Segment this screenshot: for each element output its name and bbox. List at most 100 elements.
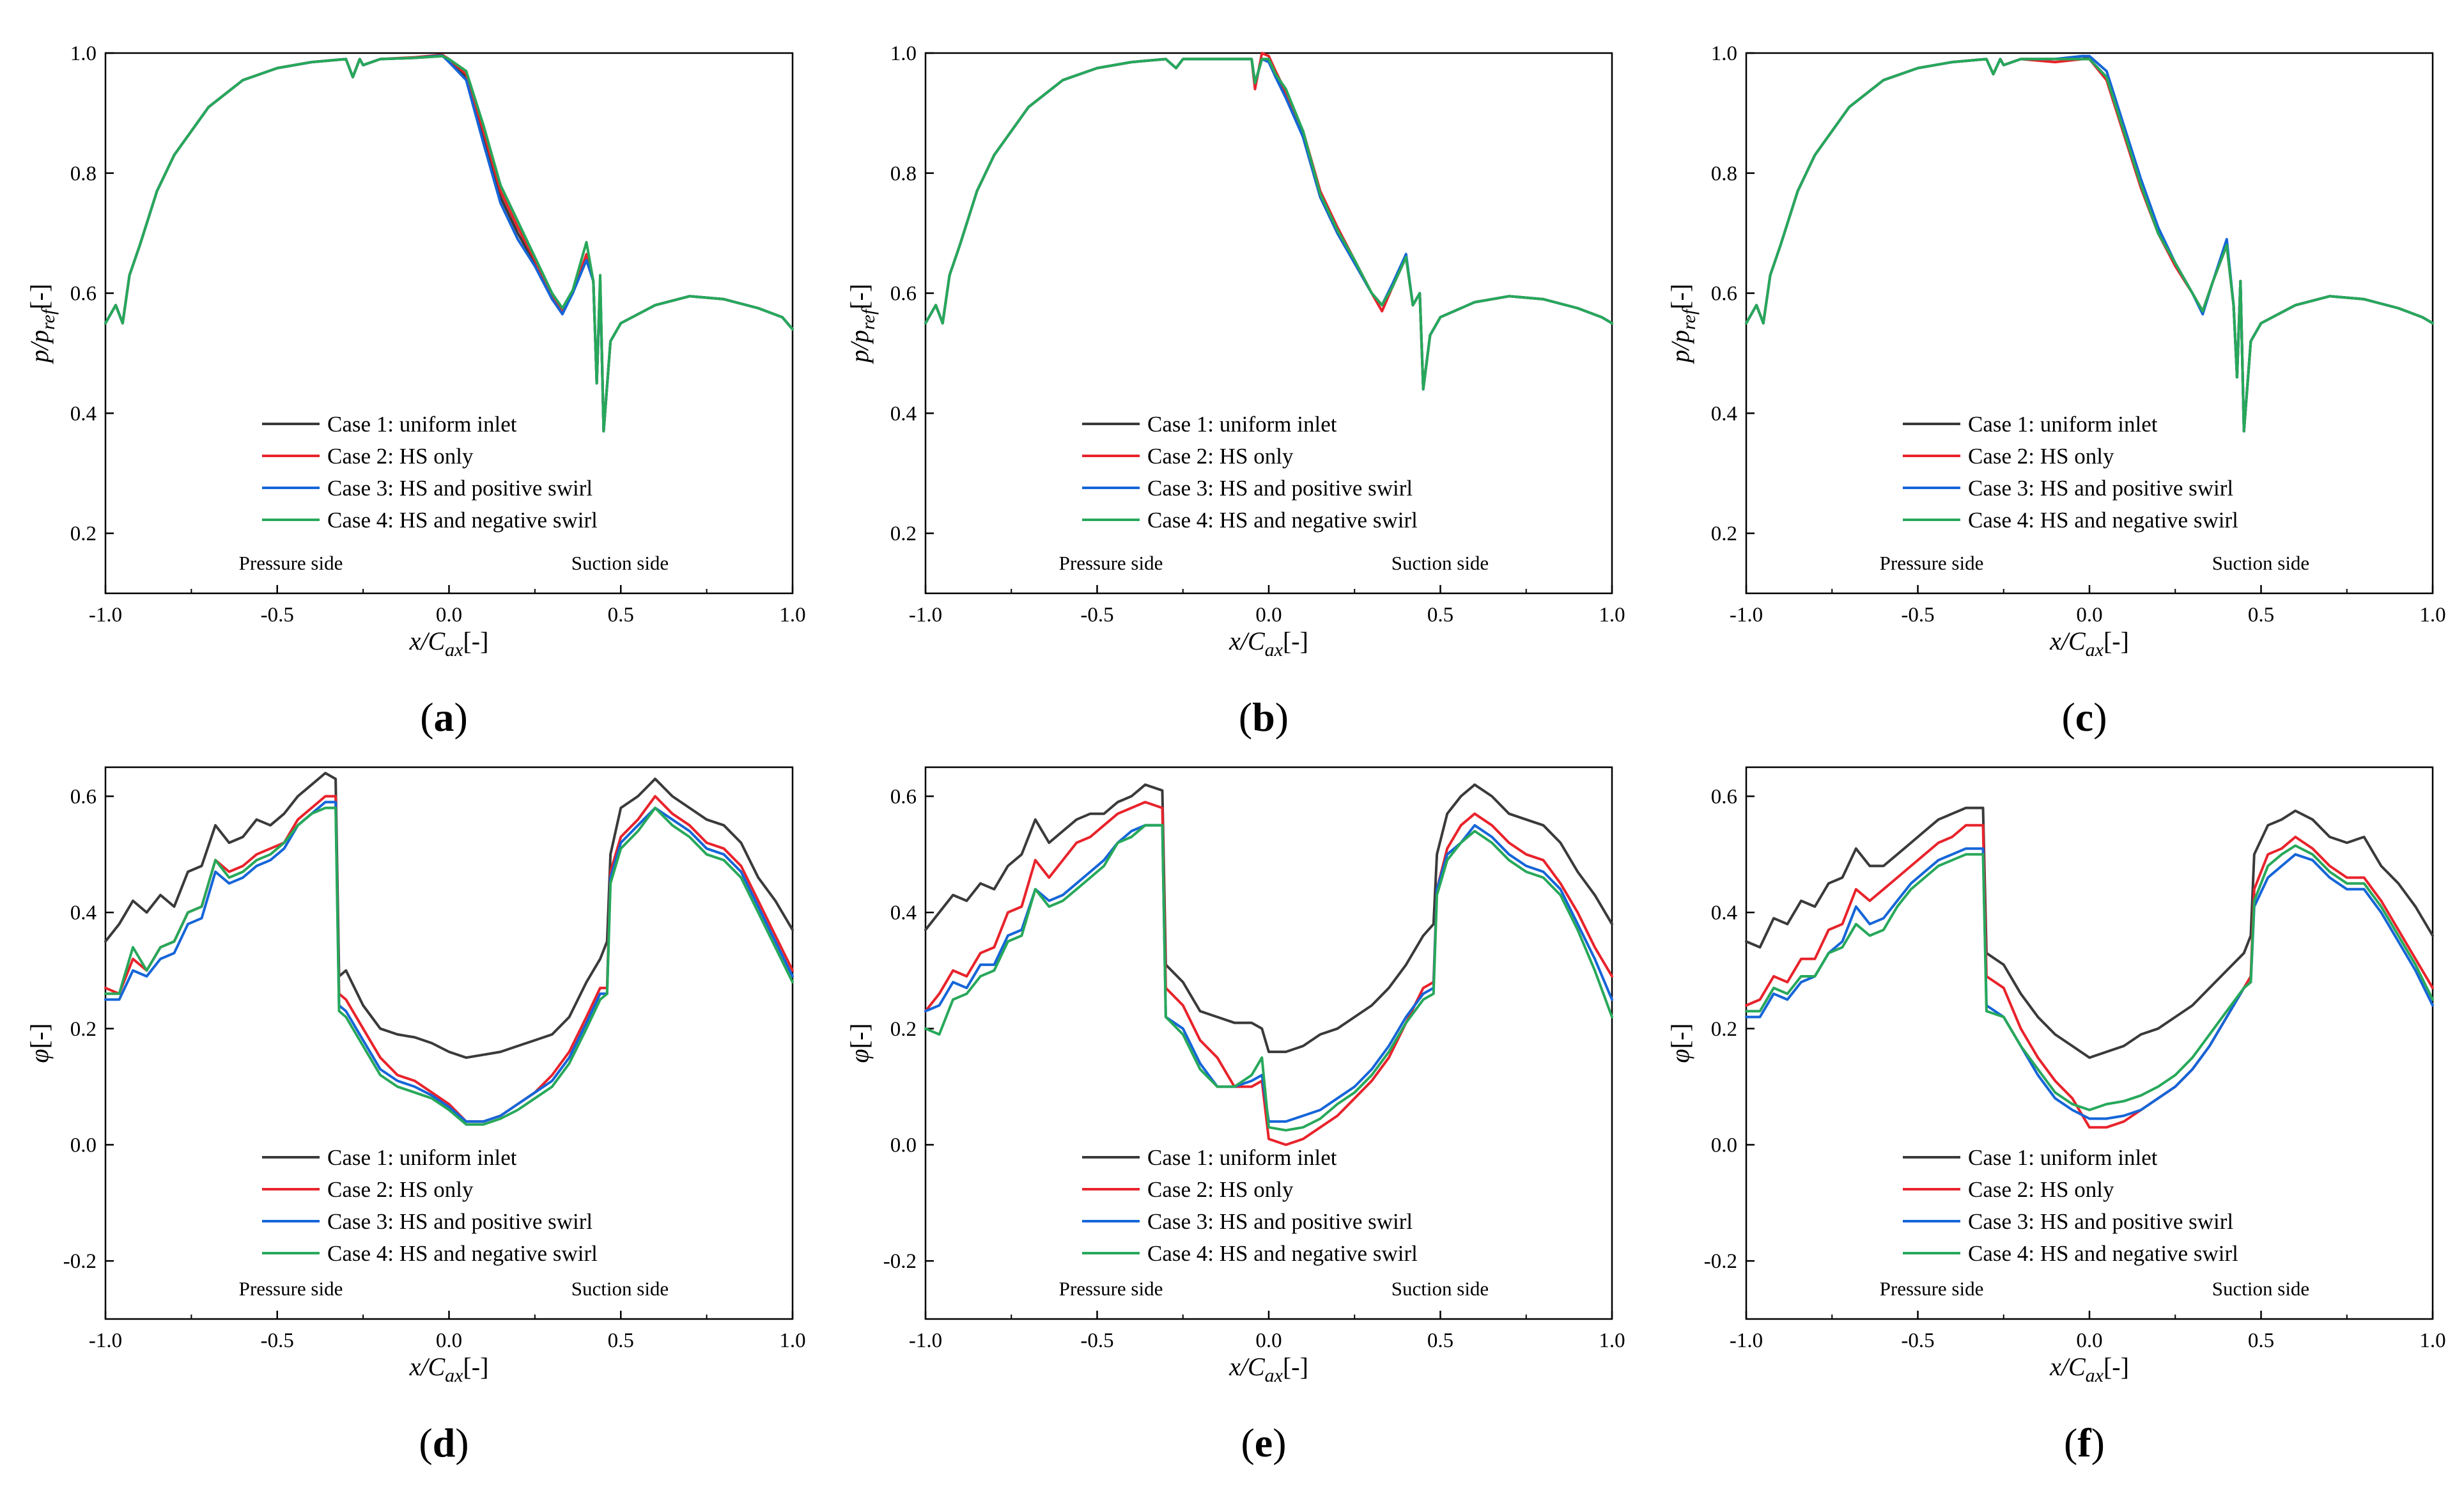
series-line-case-1 (924, 783, 1613, 1054)
legend-label-case-4: Case 4: HS and negative swirl (1147, 508, 1418, 533)
panel-c: -1.0 -0.5 0.0 0.5 1.00.20.40.60.81.0x/Cax[-]… (1666, 42, 2446, 740)
panel-label-letter: d (433, 1420, 456, 1465)
y-tick-label: 0.8 (890, 162, 917, 185)
x-tick-label: -1.0 (89, 604, 122, 627)
x-tick-label: 0.0 (2076, 1329, 2102, 1352)
x-tick-label: 0.5 (1427, 1329, 1453, 1352)
series-line-case-2 (104, 53, 794, 433)
suction-side-label: Suction side (2212, 552, 2309, 574)
x-axis-label-main: x/C (409, 1352, 446, 1381)
x-tick-label: -1.0 (1730, 1329, 1763, 1352)
series-line-case-1 (104, 772, 794, 1059)
panel-label-letter: c (2075, 694, 2093, 740)
y-tick-label: 0.0 (1711, 1134, 1737, 1157)
legend-label-case-2: Case 2: HS only (327, 444, 474, 469)
y-axis-label-main: φ (1666, 1049, 1694, 1063)
legend-label-case-3: Case 3: HS and positive swirl (1147, 476, 1413, 501)
y-axis-label: p/pref[-] (845, 284, 879, 364)
panel-label-open: ( (2061, 694, 2075, 740)
y-axis-label-unit: [-] (25, 1023, 54, 1049)
panel-label-open: ( (419, 1420, 432, 1465)
legend-label-case-3: Case 3: HS and positive swirl (327, 476, 593, 501)
legend-label-case-4: Case 4: HS and negative swirl (1968, 1241, 2238, 1266)
x-axis-label-unit: [-] (2104, 1352, 2129, 1381)
legend-label-case-1: Case 1: uniform inlet (1147, 412, 1337, 437)
y-tick-label: 0.6 (1711, 785, 1737, 808)
x-axis-label-unit: [-] (1283, 1352, 1308, 1381)
panel-label-close: ) (455, 1420, 469, 1465)
y-axis-label-unit: [-] (845, 1023, 874, 1049)
series-line-case-4 (104, 806, 794, 1126)
x-tick-label: 0.0 (1255, 1329, 1282, 1352)
panel-b: -1.0 -0.5 0.0 0.5 1.00.20.40.60.81.0x/Cax[-]… (845, 42, 1625, 740)
x-axis-label-unit: [-] (2104, 627, 2129, 655)
series-line-case-2 (1745, 58, 2434, 433)
x-axis-label-sub: ax (2086, 639, 2104, 660)
x-tick-label: -1.0 (1730, 604, 1763, 627)
x-tick-label: 0.0 (436, 604, 462, 627)
panel-label: (d) (419, 1420, 469, 1465)
x-axis-label: x/Cax[-] (1228, 1352, 1308, 1386)
panel-label-open: ( (420, 694, 433, 740)
y-axis-label-unit: [-] (1666, 284, 1694, 309)
y-axis-label: p/pref[-] (25, 284, 59, 364)
y-axis-label-sub: ref (38, 307, 59, 330)
series-line-case-4 (1745, 58, 2434, 433)
x-axis-label-main: x/C (409, 627, 446, 655)
x-tick-label: 0.5 (608, 604, 634, 627)
x-tick-label: 1.0 (779, 604, 805, 627)
series-line-case-4 (104, 54, 794, 433)
series-line-case-3 (1745, 847, 2434, 1120)
y-axis-label-sub: ref (858, 307, 879, 330)
legend-label-case-2: Case 2: HS only (1968, 1177, 2114, 1202)
plot-frame (1745, 766, 2434, 1320)
series-line-case-4 (1745, 844, 2434, 1111)
y-tick-label: 1.0 (70, 42, 97, 65)
legend-label-case-1: Case 1: uniform inlet (1968, 412, 2158, 437)
y-tick-label: 0.6 (1711, 283, 1737, 306)
x-axis-label-sub: ax (2086, 1365, 2104, 1386)
x-axis-label: x/Cax[-] (409, 1352, 489, 1386)
series-line-case-3 (1745, 54, 2434, 433)
x-tick-label: -0.5 (1901, 604, 1934, 627)
panel-label-close: ) (454, 694, 468, 740)
legend-label-case-2: Case 2: HS only (1147, 444, 1294, 469)
x-axis-label-main: x/C (2049, 1352, 2086, 1381)
panel-label-close: ) (2091, 1420, 2105, 1465)
legend-label-case-3: Case 3: HS and positive swirl (1968, 476, 2233, 501)
legend-label-case-2: Case 2: HS only (1147, 1177, 1294, 1202)
y-tick-label: 1.0 (890, 42, 917, 65)
x-tick-label: 0.5 (608, 1329, 634, 1352)
series-line-case-3 (104, 54, 794, 433)
series-line-case-3 (104, 800, 794, 1123)
legend-label-case-3: Case 3: HS and positive swirl (1147, 1209, 1413, 1234)
x-axis-label-sub: ax (1265, 1365, 1283, 1386)
series-line-case-2 (924, 800, 1613, 1146)
x-axis-label-main: x/C (1228, 627, 1266, 655)
panel-d: -1.0 -0.5 0.0 0.5 1.0-0.20.00.20.40.6x/Cax[-… (25, 766, 806, 1465)
panel-label-letter: f (2077, 1420, 2091, 1465)
x-axis-label-sub: ax (1265, 639, 1283, 660)
panel-e: -1.0 -0.5 0.0 0.5 1.0-0.20.00.20.40.6x/Cax[-… (845, 766, 1625, 1465)
series-line-case-1 (1745, 54, 2434, 433)
pressure-side-label: Pressure side (1059, 552, 1163, 574)
panel-label-open: ( (2064, 1420, 2077, 1465)
y-axis-label-main: p/p (1666, 330, 1694, 364)
y-axis-label-unit: [-] (25, 284, 54, 309)
x-tick-label: -1.0 (909, 1329, 942, 1352)
panel-label: (c) (2061, 694, 2107, 740)
legend-label-case-1: Case 1: uniform inlet (327, 1145, 517, 1170)
panel-label-letter: e (1255, 1420, 1273, 1465)
y-tick-label: 0.4 (890, 402, 917, 425)
y-tick-label: 0.2 (1711, 1018, 1737, 1041)
x-tick-label: 0.0 (436, 1329, 462, 1352)
panel-label: (e) (1241, 1420, 1286, 1465)
y-tick-label: 0.8 (70, 162, 97, 185)
series-line-case-4 (924, 58, 1613, 391)
x-tick-label: 0.5 (1427, 604, 1453, 627)
y-tick-label: 0.4 (1711, 402, 1737, 425)
series-line-case-1 (1745, 806, 2434, 1059)
x-axis-label: x/Cax[-] (2049, 627, 2129, 660)
y-tick-label: 0.6 (70, 785, 97, 808)
